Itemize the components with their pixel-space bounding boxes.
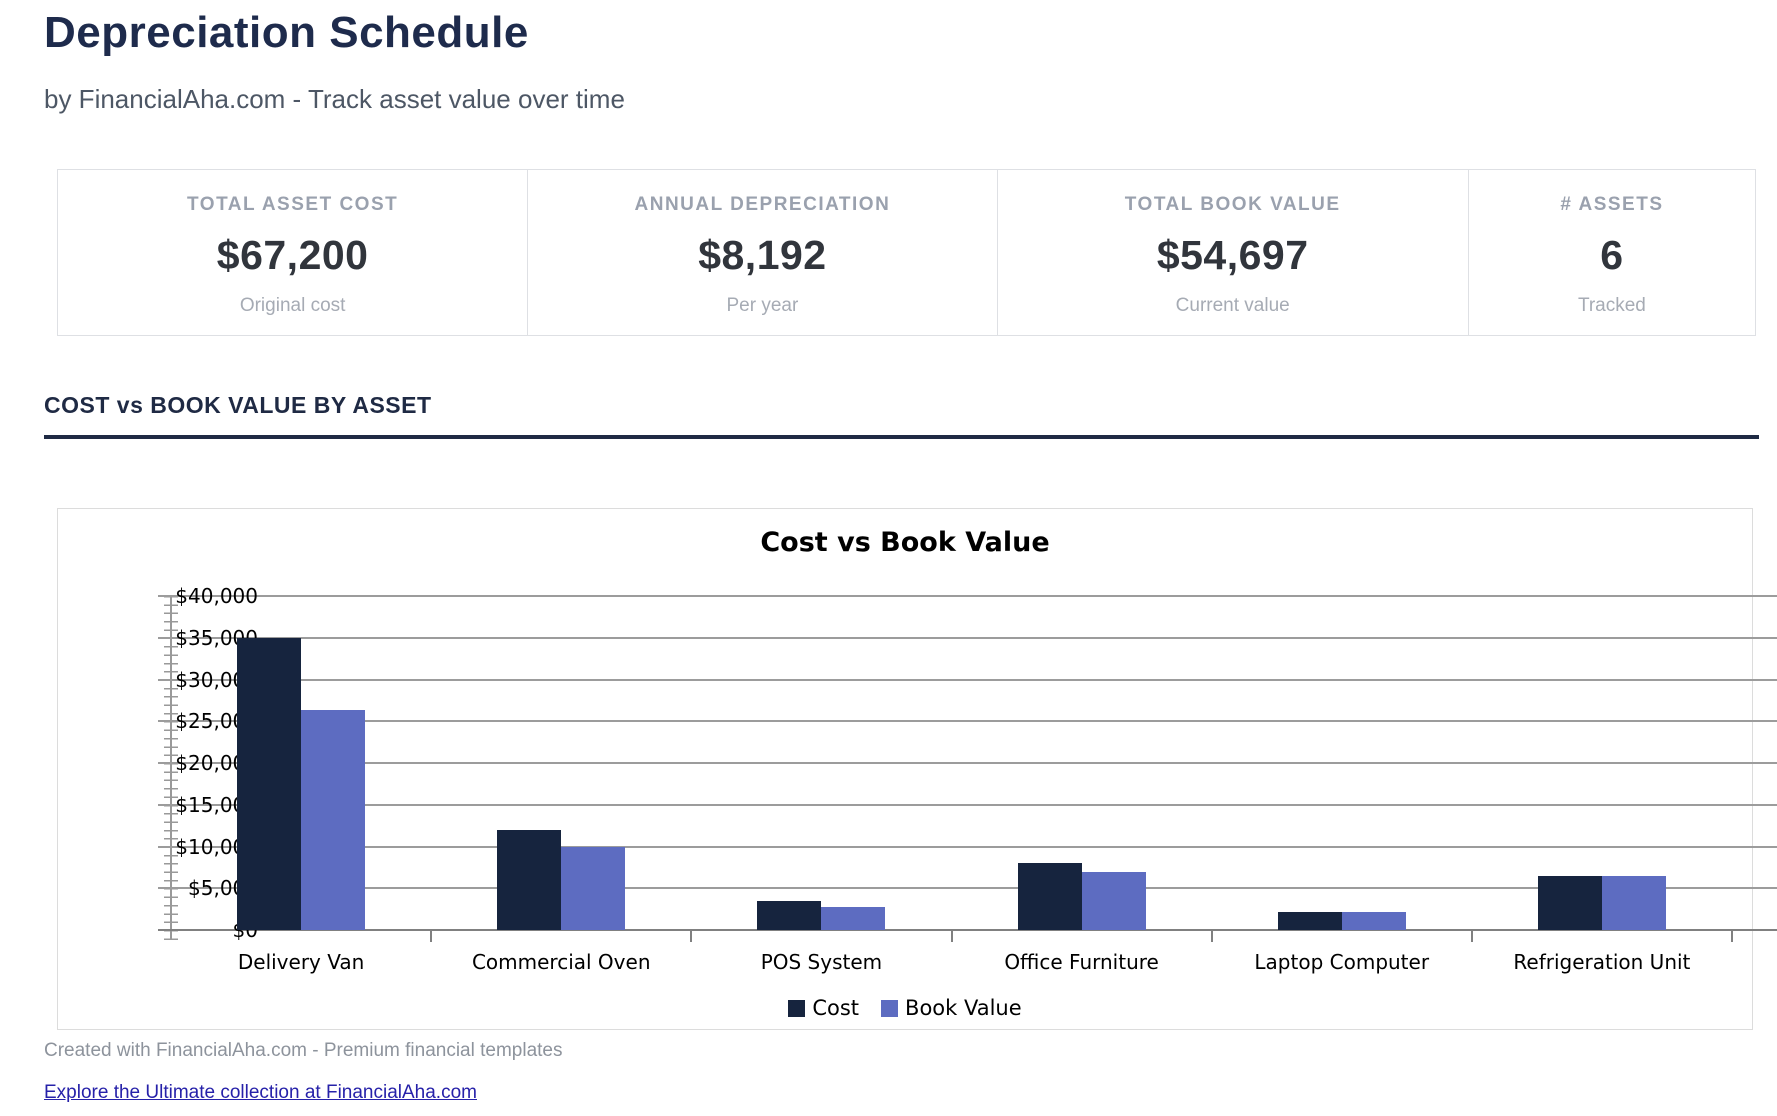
stat-card-annual-depreciation: ANNUAL DEPRECIATION $8,192 Per year: [528, 170, 998, 335]
legend-item: Cost: [788, 996, 859, 1020]
x-axis-label: Office Furniture: [1004, 950, 1159, 974]
bar-cost: [757, 901, 822, 930]
gridline: [158, 803, 1777, 806]
x-axis-tick: [690, 930, 693, 942]
bar-cost: [497, 830, 562, 930]
bar-book-value: [1601, 876, 1666, 930]
footer-link[interactable]: Explore the Ultimate collection at Finan…: [44, 1082, 477, 1103]
bar-group: [952, 863, 1212, 930]
legend-label: Cost: [812, 996, 860, 1020]
page-title: Depreciation Schedule: [44, 8, 529, 57]
chart-plot-area: $0 $5,000 $10,000 $15,000 $20,000 $25,000 $30,…: [158, 584, 1777, 942]
stat-sublabel: Current value: [1175, 295, 1290, 316]
gridline: [158, 636, 1777, 639]
bar-cost: [1537, 876, 1602, 930]
cost-vs-book-value-chart: Cost vs Book Value $0 $5,000 $10,000 $15,00…: [57, 508, 1777, 1030]
bar-book-value: [561, 847, 626, 930]
stat-label: ANNUAL DEPRECIATION: [634, 194, 891, 215]
stat-card-total-asset-cost: TOTAL ASSET COST $67,200 Original cost: [58, 170, 529, 335]
x-axis-label: Laptop Computer: [1254, 950, 1430, 974]
bar-book-value: [301, 710, 366, 930]
gridline: [158, 678, 1777, 681]
legend-swatch-icon: [788, 999, 806, 1017]
x-axis-baseline: [158, 929, 1777, 931]
y-axis-label: $40,000: [175, 584, 258, 608]
stat-sublabel: Per year: [726, 295, 799, 316]
stat-value: $54,697: [1156, 232, 1309, 278]
bar-cost: [237, 638, 302, 930]
legend-label: Book Value: [905, 996, 1022, 1020]
stat-value: 6: [1600, 232, 1624, 278]
gridline: [158, 595, 1777, 597]
chart-title: Cost vs Book Value: [760, 527, 1050, 558]
bar-cost: [1017, 863, 1082, 930]
bar-group: [691, 901, 951, 930]
legend-item: Book Value: [881, 996, 1022, 1020]
section-divider: [44, 435, 1759, 439]
footer-note: Created with FinancialAha.com - Premium …: [44, 1040, 563, 1061]
bar-group: [431, 830, 691, 930]
section-heading: COST vs BOOK VALUE BY ASSET: [44, 392, 432, 418]
bar-group: [171, 638, 431, 930]
gridline: [158, 845, 1777, 848]
x-axis-tick: [1470, 930, 1473, 942]
y-axis-line: [170, 596, 172, 940]
stat-label: # ASSETS: [1560, 194, 1664, 215]
gridline: [158, 720, 1777, 723]
bar-book-value: [821, 907, 886, 930]
x-axis-label: POS System: [760, 950, 883, 974]
bar-book-value: [1081, 872, 1146, 930]
stat-cards-row: TOTAL ASSET COST $67,200 Original cost A…: [57, 169, 1756, 336]
x-axis-tick: [1210, 930, 1213, 942]
x-axis-tick: [1731, 930, 1733, 942]
page-subtitle: by FinancialAha.com - Track asset value …: [44, 84, 625, 114]
bar-group: [1472, 876, 1732, 930]
bar-group: [1212, 912, 1472, 930]
x-axis-label: Commercial Oven: [471, 950, 651, 974]
stat-label: TOTAL ASSET COST: [187, 194, 399, 215]
stat-label: TOTAL BOOK VALUE: [1124, 194, 1341, 215]
gridline: [158, 762, 1777, 764]
gridline: [158, 887, 1777, 890]
legend-swatch-icon: [881, 999, 899, 1017]
chart-legend: Cost Book Value: [58, 996, 1752, 1020]
x-axis-tick: [950, 930, 953, 942]
x-axis-label: Delivery Van: [237, 950, 365, 974]
x-axis-tick: [430, 930, 433, 942]
bar-book-value: [1341, 912, 1406, 930]
stat-card-num-assets: # ASSETS 6 Tracked: [1469, 170, 1755, 335]
stat-card-total-book-value: TOTAL BOOK VALUE $54,697 Current value: [998, 170, 1469, 335]
stat-sublabel: Original cost: [239, 295, 346, 316]
x-axis-label: Refrigeration Unit: [1513, 950, 1691, 974]
stat-value: $8,192: [698, 232, 827, 278]
bar-cost: [1277, 912, 1342, 930]
stat-value: $67,200: [216, 232, 369, 278]
stat-sublabel: Tracked: [1577, 295, 1646, 316]
